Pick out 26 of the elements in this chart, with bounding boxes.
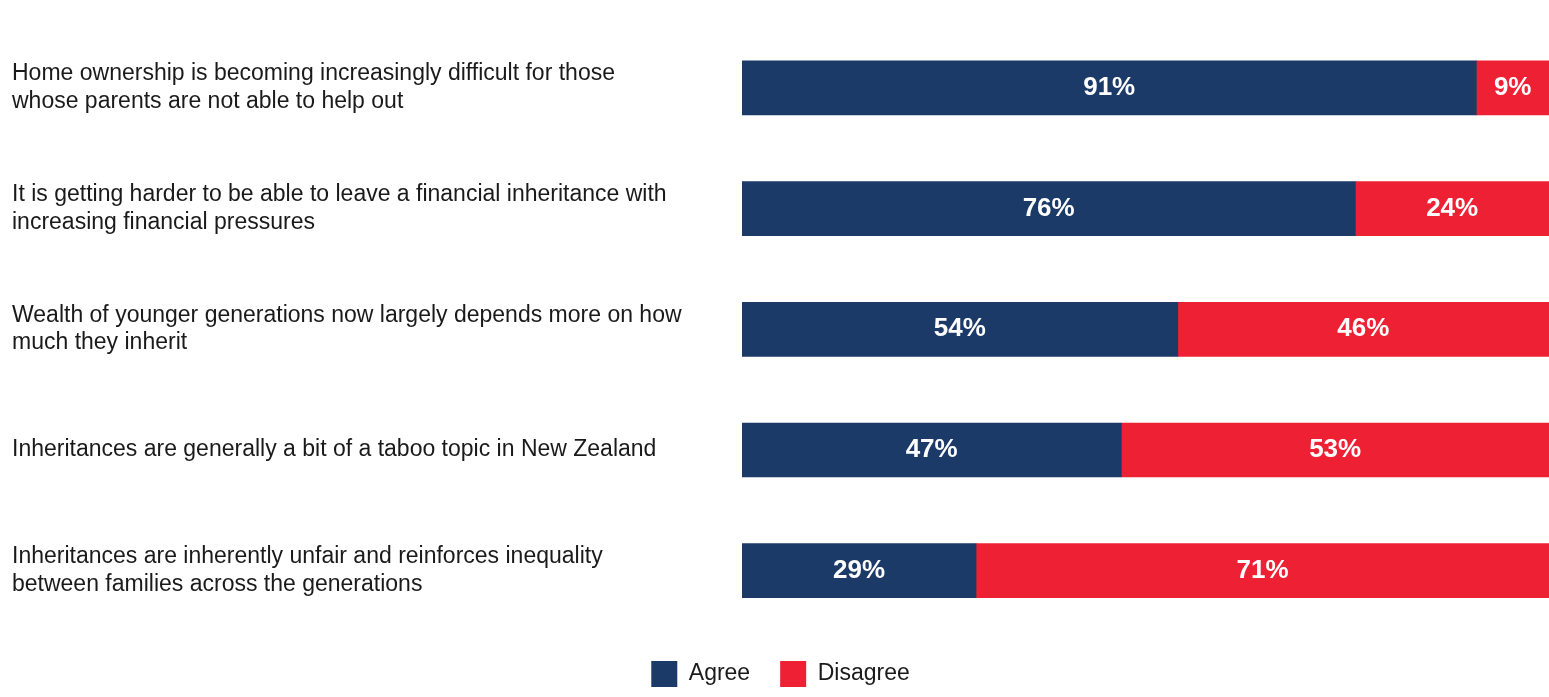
data-label: 76% (1022, 191, 1075, 222)
bar (1177, 301, 1549, 357)
bar (1354, 181, 1549, 236)
data-label: 46% (1337, 312, 1390, 343)
y-tick-label: Home ownership is becoming increasingly difficult for those whose parents are not able to help out (11, 59, 615, 114)
bar (742, 60, 1477, 116)
data-label: 53% (1309, 433, 1362, 464)
bar (975, 543, 1549, 598)
bar (1120, 422, 1549, 478)
bar (742, 181, 1356, 236)
bar (742, 422, 1122, 478)
data-label: 54% (933, 312, 986, 343)
data-label: 91% (1083, 71, 1136, 102)
legend-label: Agree (688, 659, 751, 686)
legend-label: Disagree (817, 659, 910, 686)
bar (742, 301, 1179, 357)
y-tick-label: It is getting harder to be able to leave a financial inheritance with increasing financial pressures (12, 180, 667, 234)
y-tick-label: Inheritances are inherently unfair and reinforces inequality between families across the generations (12, 542, 604, 596)
bar (742, 543, 977, 598)
y-tick-label: Inheritances are generally a bit of a taboo topic in New Zealand (12, 435, 657, 462)
y-tick-label: Wealth of younger generations now largely depends more on how much they inherit (12, 300, 682, 355)
data-label: 9% (1493, 71, 1532, 102)
data-label: 47% (905, 433, 958, 464)
data-label: 24% (1426, 191, 1479, 222)
data-label: 29% (832, 553, 886, 584)
data-label: 71% (1236, 553, 1289, 584)
